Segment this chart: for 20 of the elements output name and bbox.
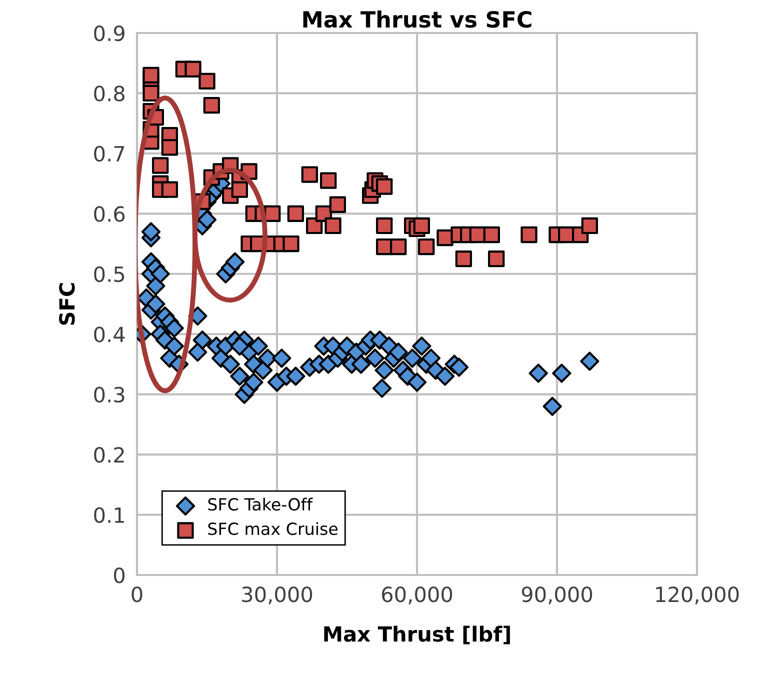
y-tick-label: 0.7 — [94, 146, 124, 162]
x-tick-label: 0 — [132, 586, 142, 602]
y-tick-label: 0.5 — [94, 266, 124, 282]
x-tick-label: 60,000 — [382, 586, 452, 604]
legend-label: SFC Take-Off — [208, 498, 313, 511]
y-tick-label: 0.8 — [94, 86, 124, 102]
y-tick-label: 0.9 — [94, 25, 124, 42]
y-tick-label: 0.1 — [94, 507, 124, 523]
x-tick-label: 120,000 — [656, 586, 739, 604]
x-tick-label: 30,000 — [242, 586, 312, 604]
x-axis-title: Max Thrust [lbf] — [324, 626, 510, 644]
legend-label: SFC max Cruise — [208, 522, 338, 536]
y-tick-label: 0.6 — [94, 206, 125, 222]
chart-title: Max Thrust vs SFC — [303, 10, 532, 28]
y-tick-label: 0 — [114, 567, 125, 584]
y-tick-label: 0.4 — [94, 326, 125, 342]
y-axis-title: SFC — [59, 283, 75, 325]
x-tick-label: 90,000 — [522, 586, 592, 604]
y-tick-label: 0.2 — [94, 447, 124, 463]
y-tick-label: 0.3 — [94, 386, 124, 403]
